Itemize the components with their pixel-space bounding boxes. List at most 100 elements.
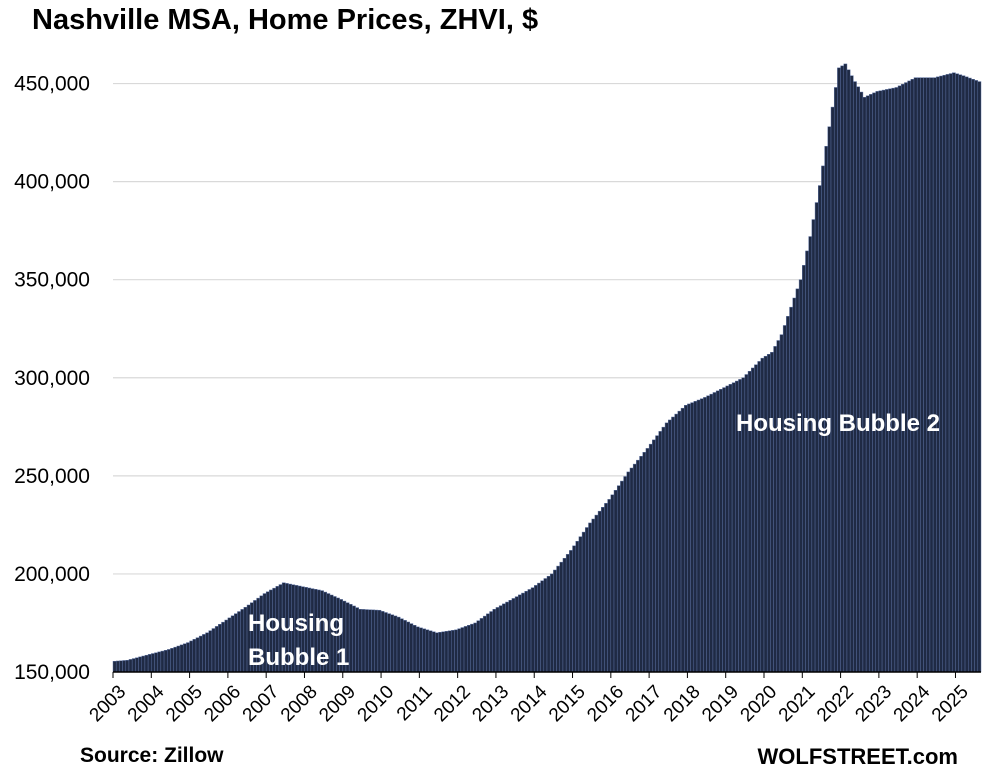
bar <box>537 582 541 673</box>
bar <box>444 631 449 673</box>
bar <box>419 627 423 673</box>
chart-title: Nashville MSA, Home Prices, ZHVI, $ <box>32 4 539 36</box>
bar <box>189 640 194 673</box>
bar <box>527 589 532 673</box>
bar <box>766 354 771 673</box>
bar <box>498 605 503 673</box>
bar <box>620 480 624 673</box>
bar <box>607 499 612 673</box>
bar <box>942 74 947 673</box>
bar <box>355 607 359 673</box>
y-tick-label: 350,000 <box>14 269 90 292</box>
y-tick-label: 200,000 <box>14 563 90 586</box>
bar <box>211 628 216 673</box>
bar <box>559 561 564 673</box>
bar <box>955 73 959 673</box>
bar <box>205 632 209 673</box>
bar <box>195 637 200 673</box>
bar <box>760 357 765 673</box>
bar <box>811 219 816 673</box>
bar <box>591 518 596 673</box>
gridlines <box>113 82 981 575</box>
bar <box>948 73 953 673</box>
bar <box>798 279 803 673</box>
bar <box>722 387 726 673</box>
bar <box>872 92 876 673</box>
bar <box>441 631 446 673</box>
bar <box>786 316 790 673</box>
bar <box>958 74 963 673</box>
bar <box>403 620 407 673</box>
bar <box>597 510 602 673</box>
x-tick-label: 2016 <box>583 681 628 726</box>
bar <box>677 410 682 673</box>
bar <box>387 613 391 673</box>
bar <box>179 644 184 673</box>
bar <box>390 614 395 673</box>
bar <box>463 626 468 673</box>
bar <box>719 388 723 673</box>
bar <box>648 443 653 673</box>
bar <box>234 613 238 673</box>
x-tick-label: 2010 <box>354 681 399 726</box>
y-tick-label: 400,000 <box>14 171 90 194</box>
bar <box>138 656 142 673</box>
bar <box>668 419 672 673</box>
bar <box>588 522 592 673</box>
bar <box>518 594 522 673</box>
bar <box>613 490 618 673</box>
price-bars <box>112 63 982 673</box>
bar <box>119 660 123 673</box>
bar <box>626 471 631 673</box>
bar <box>422 628 426 673</box>
x-tick-label: 2015 <box>545 681 590 726</box>
x-tick-labels: 2003200420052006200720082009201020112012… <box>86 681 973 726</box>
annotation-bubble1-line1: Housing <box>248 610 344 637</box>
y-tick-label: 450,000 <box>14 73 90 96</box>
x-tick-label: 2009 <box>315 681 360 726</box>
bar <box>601 507 605 673</box>
bar <box>240 609 245 673</box>
x-tick-label: 2006 <box>200 681 245 726</box>
bar <box>645 448 650 673</box>
x-tick-label: 2004 <box>124 681 169 726</box>
bar <box>923 77 927 673</box>
bar <box>856 86 860 673</box>
bar <box>792 297 797 673</box>
bar <box>237 611 241 673</box>
bar <box>374 609 379 673</box>
bar <box>128 659 133 673</box>
bar <box>862 97 867 673</box>
bar <box>371 609 375 673</box>
bar <box>482 615 487 673</box>
x-tick-label: 2014 <box>507 681 552 726</box>
bar <box>198 635 203 673</box>
x-tick-label: 2003 <box>86 681 131 726</box>
bar <box>511 598 516 673</box>
bar <box>581 531 586 673</box>
bar <box>415 626 420 673</box>
bar <box>157 651 162 673</box>
x-tick-label: 2005 <box>162 681 207 726</box>
x-tick-label: 2008 <box>277 681 322 726</box>
bar <box>878 90 883 673</box>
bar <box>393 615 398 673</box>
bar <box>396 616 401 673</box>
bar <box>690 402 695 673</box>
bar <box>514 596 519 673</box>
bar <box>186 642 190 673</box>
bar <box>830 106 835 673</box>
bar <box>227 617 232 673</box>
bar <box>782 325 787 673</box>
bar <box>534 585 538 673</box>
bar <box>479 618 484 673</box>
bar <box>725 385 730 673</box>
bar <box>763 355 768 673</box>
bar <box>147 654 152 673</box>
bar <box>846 69 851 673</box>
bar <box>173 646 178 673</box>
bar <box>495 607 500 673</box>
bar <box>368 609 372 673</box>
bar <box>968 77 972 673</box>
bar <box>489 611 493 673</box>
